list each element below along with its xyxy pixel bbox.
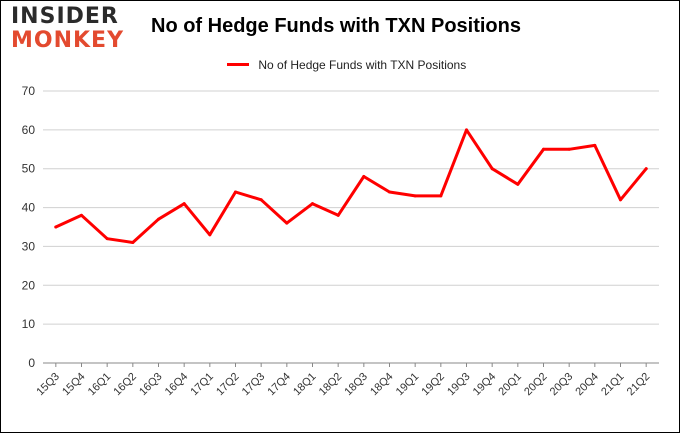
chart-title: No of Hedge Funds with TXN Positions bbox=[151, 15, 521, 37]
data-point bbox=[516, 182, 520, 186]
x-tick-label: 16Q1 bbox=[86, 371, 114, 399]
data-point bbox=[131, 241, 135, 245]
data-point bbox=[285, 221, 289, 225]
y-tick-label: 0 bbox=[28, 356, 35, 370]
data-point bbox=[311, 202, 314, 206]
data-point bbox=[644, 167, 648, 171]
data-point bbox=[413, 194, 417, 198]
x-tick-label: 21Q2 bbox=[625, 371, 653, 399]
data-point bbox=[234, 190, 237, 194]
y-tick-label: 70 bbox=[22, 84, 36, 98]
data-point bbox=[388, 190, 391, 194]
x-tick-label: 16Q4 bbox=[163, 371, 191, 399]
x-tick-label: 18Q1 bbox=[291, 371, 319, 399]
data-point bbox=[465, 128, 468, 132]
legend-label: No of Hedge Funds with TXN Positions bbox=[258, 57, 467, 72]
x-tick-label: 20Q1 bbox=[496, 371, 524, 399]
logo-text-top: INSIDER bbox=[11, 4, 119, 29]
chart-legend: No of Hedge Funds with TXN Positions bbox=[227, 57, 466, 73]
x-tick-label: 17Q3 bbox=[240, 371, 268, 399]
y-tick-label: 30 bbox=[22, 239, 36, 253]
y-tick-label: 40 bbox=[22, 201, 36, 215]
y-tick-label: 50 bbox=[22, 162, 36, 176]
data-point bbox=[593, 143, 597, 147]
x-tick-label: 17Q4 bbox=[265, 371, 293, 399]
x-tick-label: 20Q2 bbox=[522, 371, 550, 399]
x-tick-label: 16Q3 bbox=[137, 371, 165, 399]
data-point bbox=[259, 198, 263, 202]
x-tick-label: 15Q3 bbox=[34, 371, 62, 399]
data-point bbox=[362, 174, 366, 178]
data-point bbox=[54, 225, 58, 229]
legend-swatch bbox=[227, 63, 249, 67]
data-point bbox=[439, 194, 443, 198]
data-point bbox=[542, 147, 545, 151]
x-tick-label: 18Q4 bbox=[368, 371, 396, 399]
x-tick-label: 21Q1 bbox=[599, 371, 627, 399]
x-tick-label: 18Q3 bbox=[342, 371, 370, 399]
data-point bbox=[336, 213, 340, 217]
data-point bbox=[105, 237, 109, 241]
y-tick-label: 10 bbox=[22, 317, 36, 331]
x-tick-label: 19Q2 bbox=[419, 371, 447, 399]
y-tick-label: 60 bbox=[22, 123, 36, 137]
data-point bbox=[157, 217, 160, 221]
data-point bbox=[490, 167, 494, 171]
data-point bbox=[567, 147, 571, 151]
x-tick-label: 19Q4 bbox=[471, 371, 499, 399]
x-tick-label: 16Q2 bbox=[111, 371, 139, 399]
data-point bbox=[80, 213, 83, 217]
data-point bbox=[182, 202, 186, 206]
x-tick-label: 19Q3 bbox=[445, 371, 473, 399]
series-line-0 bbox=[54, 128, 648, 244]
x-tick-label: 20Q3 bbox=[548, 371, 576, 399]
insider-monkey-logo: INSIDER MONKEY bbox=[11, 5, 129, 57]
y-tick-label: 20 bbox=[22, 278, 36, 292]
data-point bbox=[619, 198, 622, 202]
logo-text-bottom: MONKEY bbox=[11, 28, 125, 53]
x-tick-label: 20Q4 bbox=[573, 371, 601, 399]
x-tick-label: 18Q2 bbox=[317, 371, 345, 399]
data-point bbox=[208, 233, 212, 237]
x-tick-label: 17Q1 bbox=[188, 371, 216, 399]
x-tick-label: 15Q4 bbox=[60, 371, 88, 399]
x-tick-label: 17Q2 bbox=[214, 371, 242, 399]
x-tick-label: 19Q1 bbox=[394, 371, 422, 399]
